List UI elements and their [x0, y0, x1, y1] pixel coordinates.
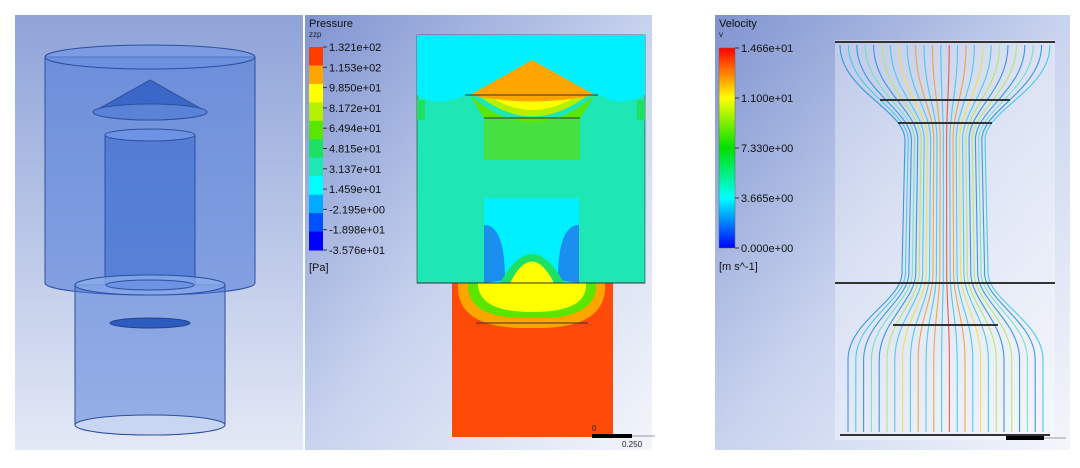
pressure-tick-label: 6.494e+01 [329, 123, 381, 135]
streamline [839, 44, 906, 432]
pressure-tick-label: 1.321e+02 [329, 42, 381, 54]
pressure-tick-label: -3.576e+01 [329, 245, 385, 257]
pressure-tick-label: 9.850e+01 [329, 83, 381, 95]
pressure-colorbar-segment [309, 157, 323, 177]
scale-bar-end: 0.250 [622, 440, 643, 449]
streamline [952, 44, 967, 432]
pressure-colorbar: 1.321e+02 1.153e+02 9.850e+01 8.172e+01 6.49… [309, 42, 385, 257]
streamline [940, 44, 944, 432]
velocity-legend-title: Velocity [719, 18, 757, 30]
streamline [931, 44, 941, 432]
scale-bar [592, 434, 632, 438]
streamline [847, 44, 909, 432]
pressure-tick-label: 8.172e+01 [329, 103, 381, 115]
pressure-colorbar-segment [309, 176, 323, 196]
streamline [906, 44, 932, 432]
streamline [923, 44, 938, 432]
streamline [864, 44, 916, 432]
velocity-tick-label: 1.100e+01 [741, 93, 793, 105]
velocity-tick-label: 1.466e+01 [741, 43, 793, 55]
lower-cylinder [74, 284, 226, 436]
streamline [962, 44, 992, 432]
streamlines [839, 44, 1051, 432]
streamline [971, 44, 1017, 432]
streamline [949, 44, 959, 432]
streamline [968, 44, 1009, 432]
velocity-scale-bar [1006, 436, 1044, 440]
streamline [958, 44, 984, 432]
pressure-legend-title: Pressure [309, 18, 353, 30]
pressure-colorbar-segment [309, 194, 323, 214]
velocity-tick-label: 3.665e+00 [741, 193, 793, 205]
pressure-colorbar-segment [309, 231, 323, 251]
pressure-legend-unit: [Pa] [309, 262, 329, 274]
pressure-tick-label: -1.898e+01 [329, 225, 385, 237]
pressure-colorbar-segment [309, 47, 323, 66]
velocity-tick-label: 7.330e+00 [741, 143, 793, 155]
streamline [984, 44, 1051, 432]
streamline [965, 44, 1001, 432]
streamline [981, 44, 1043, 432]
disc [109, 317, 191, 329]
velocity-panel: Velocity v 1.466e+01 1.100e+01 7.330e+00 3.… [715, 15, 1070, 450]
pressure-tick-label: 1.459e+01 [329, 184, 381, 196]
streamline [915, 44, 935, 432]
pressure-colorbar-segment [309, 120, 323, 140]
velocity-legend-unit: [m s^-1] [719, 261, 758, 273]
outer-cylinder-top [44, 44, 256, 70]
streamline [955, 44, 975, 432]
velocity-tick-label: 0.000e+00 [741, 243, 793, 255]
streamline [946, 44, 950, 432]
pressure-tick-label: 3.137e+01 [329, 164, 381, 176]
scale-bar-start: 0 [592, 424, 597, 433]
pressure-colorbar-segment [309, 102, 323, 122]
velocity-legend-variable: v [719, 30, 723, 39]
inner-cylinder [104, 134, 196, 286]
pressure-panel: Pressure zzp 1.321e+02 1.153e+02 9.850e+01… [305, 15, 660, 450]
velocity-colorbar [718, 47, 736, 249]
pressure-tick-label: -2.195e+00 [329, 204, 385, 216]
streamline [856, 44, 912, 432]
streamline [898, 44, 928, 432]
streamline [978, 44, 1034, 432]
streamline [889, 44, 925, 432]
streamline [974, 44, 1026, 432]
pressure-tick-label: 4.815e+01 [329, 144, 381, 156]
pressure-colorbar-segment [309, 83, 323, 103]
pressure-colorbar-segment [309, 213, 323, 233]
streamline [873, 44, 919, 432]
streamline [881, 44, 922, 432]
pressure-tick-label: 1.153e+02 [329, 62, 381, 74]
pressure-colorbar-segment [309, 139, 323, 159]
geometry-panel [15, 15, 303, 450]
pressure-legend-variable: zzp [309, 30, 322, 39]
pressure-colorbar-segment [309, 65, 323, 85]
